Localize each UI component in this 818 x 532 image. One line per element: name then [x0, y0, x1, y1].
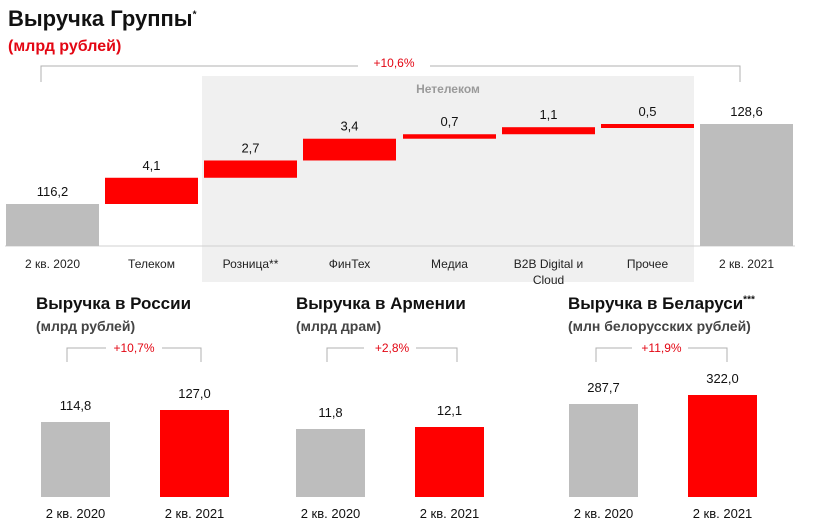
belarus-chart-unit: (млн белорусских рублей) [568, 318, 751, 334]
waterfall-value-label: 116,2 [37, 184, 69, 199]
bar-category-label: 2 кв. 2021 [165, 506, 225, 521]
russia-chart-unit: (млрд рублей) [36, 318, 136, 334]
bar [415, 427, 484, 497]
bar-category-label: 2 кв. 2020 [46, 506, 106, 521]
bar-value-label: 11,8 [318, 405, 342, 420]
bar-category-label: 2 кв. 2020 [574, 506, 634, 521]
waterfall-category-label-line2: Cloud [533, 273, 564, 287]
bar [41, 422, 110, 497]
waterfall-category-label: 2 кв. 2021 [719, 257, 774, 271]
waterfall-category-label: Розница** [223, 257, 279, 271]
waterfall-value-label: 1,1 [539, 107, 557, 122]
armenia-title-text: Выручка в Армении [296, 294, 466, 313]
waterfall-value-label: 0,7 [440, 114, 458, 129]
waterfall-category-label: Прочее [627, 257, 669, 271]
waterfall-category-label: Телеком [128, 257, 175, 271]
growth-label: +10,6% [373, 56, 414, 70]
waterfall-value-label: 128,6 [730, 104, 763, 119]
nontelecom-panel [202, 76, 694, 282]
waterfall-bar [303, 138, 396, 161]
waterfall-category-label: ФинТех [329, 257, 371, 271]
growth-label: +10,7% [113, 341, 154, 355]
belarus-title-text: Выручка в Беларуси [568, 294, 744, 313]
main-title-footnote-mark: * [192, 9, 197, 21]
nontelecom-label: Нетелеком [416, 82, 480, 96]
bar-value-label: 287,7 [587, 380, 620, 395]
growth-bracket [40, 65, 741, 82]
waterfall-category-label: Медиа [431, 257, 468, 271]
bar-category-label: 2 кв. 2021 [420, 506, 480, 521]
main-chart-unit: (млрд рублей) [8, 38, 122, 55]
waterfall-category-label: B2B Digital и [514, 257, 583, 271]
bar-value-label: 114,8 [60, 398, 92, 413]
waterfall-value-label: 3,4 [340, 119, 358, 134]
waterfall-category-label: 2 кв. 2020 [25, 257, 80, 271]
waterfall-bar [204, 160, 297, 178]
belarus-chart-title: Выручка в Беларуси*** [568, 294, 755, 314]
bar [569, 404, 638, 497]
bar [688, 395, 757, 497]
waterfall-bar [700, 124, 793, 246]
belarus-title-footnote-mark: *** [743, 294, 755, 306]
growth-label: +2,8% [375, 341, 410, 355]
main-waterfall-chart: Нетелеком +10,6% 116,2 2 кв. 2020 4,1 Телек… [5, 56, 795, 287]
bar-category-label: 2 кв. 2020 [301, 506, 361, 521]
growth-bracket [595, 347, 728, 362]
waterfall-value-label: 4,1 [142, 158, 160, 173]
growth-bracket [326, 347, 458, 362]
bar [296, 429, 365, 497]
armenia-chart-unit: (млрд драм) [296, 318, 382, 334]
armenia-chart-title: Выручка в Армении [296, 294, 466, 314]
main-title-text: Выручка Группы [8, 6, 193, 31]
growth-label: +11,9% [641, 341, 681, 355]
bar-category-label: 2 кв. 2021 [693, 506, 753, 521]
waterfall-bar [6, 204, 99, 246]
russia-chart-title: Выручка в России [36, 294, 191, 314]
bar-value-label: 12,1 [437, 403, 462, 418]
growth-bracket [66, 347, 202, 362]
bar-value-label: 127,0 [178, 386, 211, 401]
russia-title-text: Выручка в России [36, 294, 192, 313]
waterfall-bar [601, 124, 694, 128]
waterfall-bar [403, 134, 496, 139]
bar-value-label: 322,0 [706, 371, 739, 386]
waterfall-bar [105, 177, 198, 204]
waterfall-value-label: 2,7 [241, 140, 259, 155]
main-chart-title: Выручка Группы* [8, 6, 196, 32]
bar [160, 410, 229, 497]
waterfall-bar [502, 127, 595, 135]
waterfall-value-label: 0,5 [638, 104, 656, 119]
